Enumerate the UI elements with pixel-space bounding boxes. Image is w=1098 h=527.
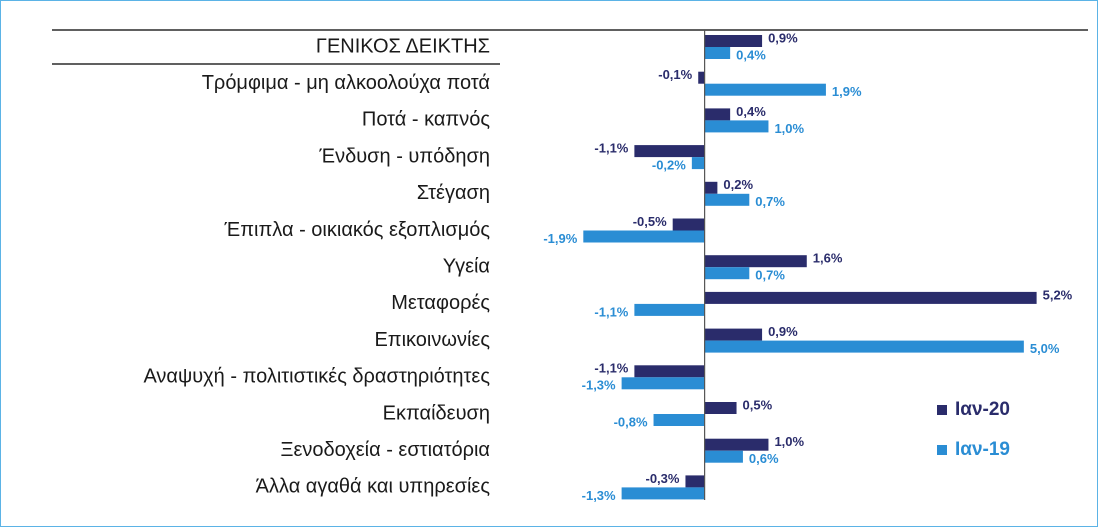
- value-label: 0,4%: [736, 47, 766, 62]
- category-label: Άλλα αγαθά και υπηρεσίες: [256, 476, 491, 498]
- value-label: -0,2%: [652, 158, 686, 173]
- bar: [704, 120, 769, 133]
- category-label: Εκπαίδευση: [383, 402, 490, 424]
- category-label: Αναψυχή - πολιτιστικές δραστηριότητες: [143, 366, 490, 388]
- value-label: 1,0%: [774, 121, 804, 136]
- value-label: 0,5%: [743, 397, 773, 412]
- category-label: Υγεία: [443, 255, 490, 277]
- value-label: -1,1%: [594, 304, 628, 319]
- bar: [634, 365, 705, 378]
- legend-label: Ιαν-19: [955, 439, 1010, 460]
- category-label: Ένδυση - υπόδηση: [318, 145, 490, 167]
- value-label: 0,7%: [755, 268, 785, 283]
- category-label: Ποτά - καπνός: [362, 109, 490, 131]
- bar: [704, 438, 769, 451]
- value-label: 5,0%: [1030, 341, 1060, 356]
- value-label: -0,3%: [645, 471, 679, 486]
- value-label: 5,2%: [1043, 287, 1073, 302]
- value-label: 1,9%: [832, 84, 862, 99]
- bar: [621, 487, 705, 500]
- bar: [704, 47, 731, 59]
- value-label: 1,0%: [774, 434, 804, 449]
- bar: [621, 377, 705, 390]
- value-label: -1,1%: [594, 141, 628, 156]
- bar: [704, 328, 763, 341]
- bar: [704, 108, 731, 121]
- bar: [672, 218, 705, 231]
- bar: [634, 145, 705, 158]
- category-label: Τρόμφιμα - μη αλκοολούχα ποτά: [202, 72, 490, 94]
- bar: [704, 291, 1037, 304]
- bar: [583, 230, 705, 243]
- value-label: -0,5%: [633, 214, 667, 229]
- value-label: -1,1%: [594, 361, 628, 376]
- value-label: 0,4%: [736, 104, 766, 119]
- category-label: Στέγαση: [417, 182, 490, 204]
- category-label: Μεταφορές: [391, 292, 490, 314]
- bar: [704, 181, 718, 194]
- value-label: -1,3%: [582, 488, 616, 503]
- category-label: Επικοινωνίες: [374, 329, 490, 351]
- bar: [698, 71, 705, 84]
- value-label: -0,1%: [658, 67, 692, 82]
- legend-swatch: [937, 445, 947, 455]
- category-label: Έπιπλα - οικιακός εξοπλισμός: [224, 219, 491, 241]
- legend-swatch: [937, 405, 947, 415]
- bar: [653, 414, 705, 426]
- value-label: -1,3%: [582, 378, 616, 393]
- bar: [704, 35, 763, 47]
- value-label: -1,9%: [543, 231, 577, 246]
- bar: [704, 83, 826, 96]
- bar: [704, 193, 750, 206]
- value-label: 0,9%: [768, 324, 798, 339]
- value-label: 0,6%: [749, 451, 779, 466]
- legend-label: Ιαν-20: [955, 399, 1010, 420]
- value-label: 1,6%: [813, 251, 843, 266]
- value-label: -0,8%: [614, 414, 648, 429]
- bar: [704, 450, 743, 463]
- value-label: 0,9%: [768, 30, 798, 45]
- bar: [685, 475, 705, 488]
- value-label: 0,2%: [723, 177, 753, 192]
- bar: [704, 340, 1024, 353]
- bar: [704, 402, 737, 414]
- bar: [704, 255, 807, 268]
- category-label: Ξενοδοχεία - εστιατόρια: [280, 439, 490, 461]
- bar: [634, 303, 705, 316]
- bar: [691, 157, 705, 170]
- value-label: 0,7%: [755, 194, 785, 209]
- category-label: ΓΕΝΙΚΟΣ ΔΕΙΚΤΗΣ: [316, 35, 490, 57]
- bar: [704, 267, 750, 280]
